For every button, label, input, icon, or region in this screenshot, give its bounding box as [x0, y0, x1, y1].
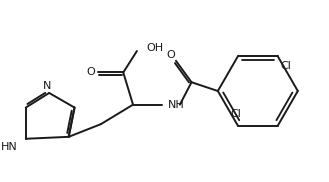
Text: NH: NH: [168, 100, 185, 110]
Text: OH: OH: [147, 43, 164, 53]
Text: Cl: Cl: [230, 109, 241, 119]
Text: HN: HN: [1, 142, 18, 152]
Text: Cl: Cl: [280, 61, 291, 71]
Text: O: O: [167, 50, 175, 60]
Text: N: N: [43, 81, 51, 91]
Text: O: O: [87, 68, 95, 78]
